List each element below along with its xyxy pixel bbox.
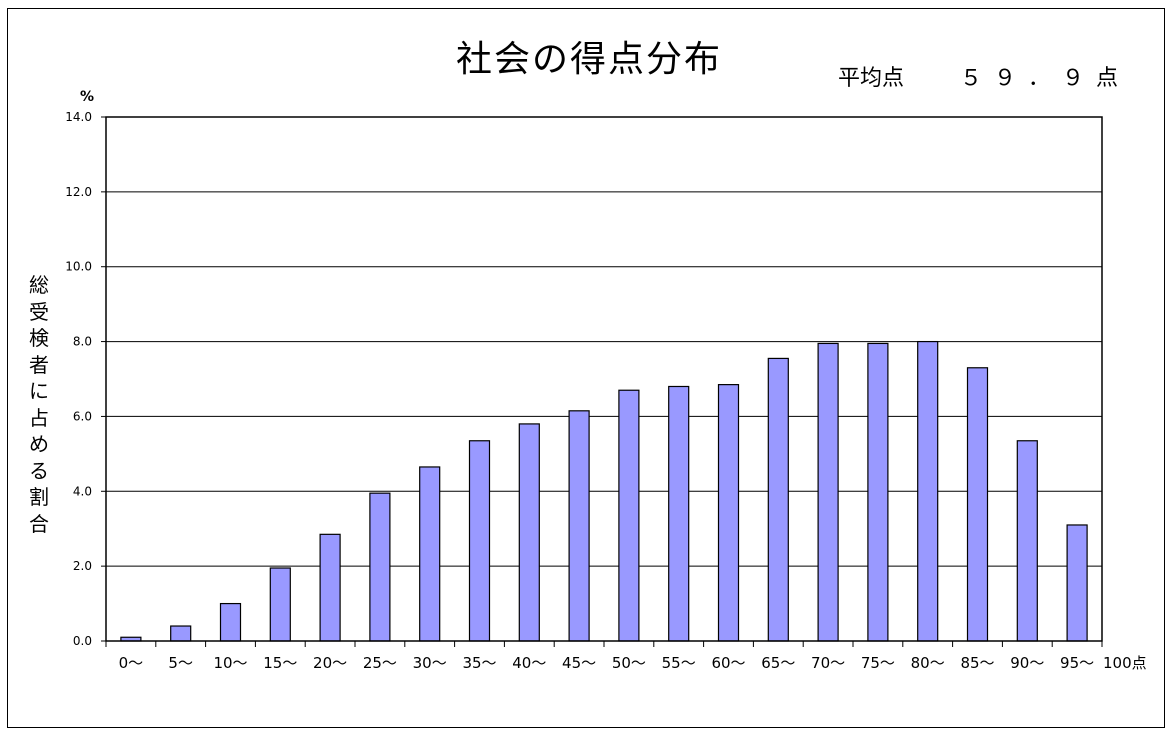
y-tick-label: 4.0 xyxy=(73,484,92,498)
bar xyxy=(219,602,242,642)
x-tick-label: 45～ xyxy=(562,654,596,672)
x-tick-label: 20～ xyxy=(313,654,347,672)
bar xyxy=(867,342,889,642)
chart-title: 社会の得点分布 xyxy=(456,39,723,80)
bar xyxy=(1066,524,1088,642)
x-tick-label: 0～ xyxy=(119,654,144,672)
x-axis-end-label: 100点 xyxy=(1103,654,1147,672)
y-tick-label: 10.0 xyxy=(65,260,92,274)
bar xyxy=(618,389,640,642)
x-tick-label: 90～ xyxy=(1010,654,1044,672)
axes xyxy=(101,116,1103,647)
mean-score-value: ５９．９点 xyxy=(960,66,1131,91)
x-tick-label: 95～ xyxy=(1060,654,1094,672)
mean-score-label: 平均点 xyxy=(838,66,905,91)
bar xyxy=(319,533,341,642)
x-tick-label: 75～ xyxy=(861,654,895,672)
y-axis-label: 総受検者に占める割合 xyxy=(29,273,49,536)
x-tick-label: 10～ xyxy=(213,654,247,672)
x-tick-label: 85～ xyxy=(960,654,994,672)
x-tick-label: 50～ xyxy=(612,654,646,672)
bar xyxy=(767,357,789,642)
bar xyxy=(419,466,441,642)
bar xyxy=(917,340,939,642)
y-tick-label: 2.0 xyxy=(73,559,92,573)
bar xyxy=(468,440,491,642)
x-tick-label: 35～ xyxy=(462,654,496,672)
x-tick-label: 25～ xyxy=(363,654,397,672)
bar xyxy=(966,367,989,642)
bar xyxy=(269,567,291,642)
bar xyxy=(717,384,740,642)
y-tick-label: 0.0 xyxy=(73,634,92,648)
bars xyxy=(120,340,1088,642)
gridlines xyxy=(106,116,1102,567)
x-tick-label: 55～ xyxy=(662,654,696,672)
bar xyxy=(1016,440,1038,642)
bar xyxy=(817,342,839,642)
x-tick-label: 60～ xyxy=(711,654,745,672)
x-tick-labels: 0～ 5～ 10～ 15～ 20～ 25～ 30～ 35～ 40～ 45～ 50～ 55～ 60～ 65～… xyxy=(119,654,1147,672)
y-tick-label: 6.0 xyxy=(73,409,92,423)
x-tick-label: 80～ xyxy=(911,654,945,672)
x-tick-label: 30～ xyxy=(413,654,447,672)
x-tick-label: 65～ xyxy=(761,654,795,672)
x-tick-label: 5～ xyxy=(168,654,193,672)
y-tick-labels: 0.0 2.0 4.0 6.0 8.0 10.0 12.0 14.0 xyxy=(65,110,92,648)
y-tick-label: 12.0 xyxy=(65,185,92,199)
bar xyxy=(518,423,540,642)
chart-frame xyxy=(7,8,1165,728)
bar xyxy=(369,492,391,642)
bar xyxy=(668,385,690,642)
plot-border xyxy=(105,116,1103,642)
y-tick-label: 8.0 xyxy=(73,335,92,349)
bar xyxy=(170,625,192,642)
bar xyxy=(568,410,590,642)
x-tick-label: 40～ xyxy=(512,654,546,672)
x-tick-label: 70～ xyxy=(811,654,845,672)
y-axis-unit: % xyxy=(80,89,95,105)
y-tick-label: 14.0 xyxy=(65,110,92,124)
x-tick-label: 15～ xyxy=(263,654,297,672)
